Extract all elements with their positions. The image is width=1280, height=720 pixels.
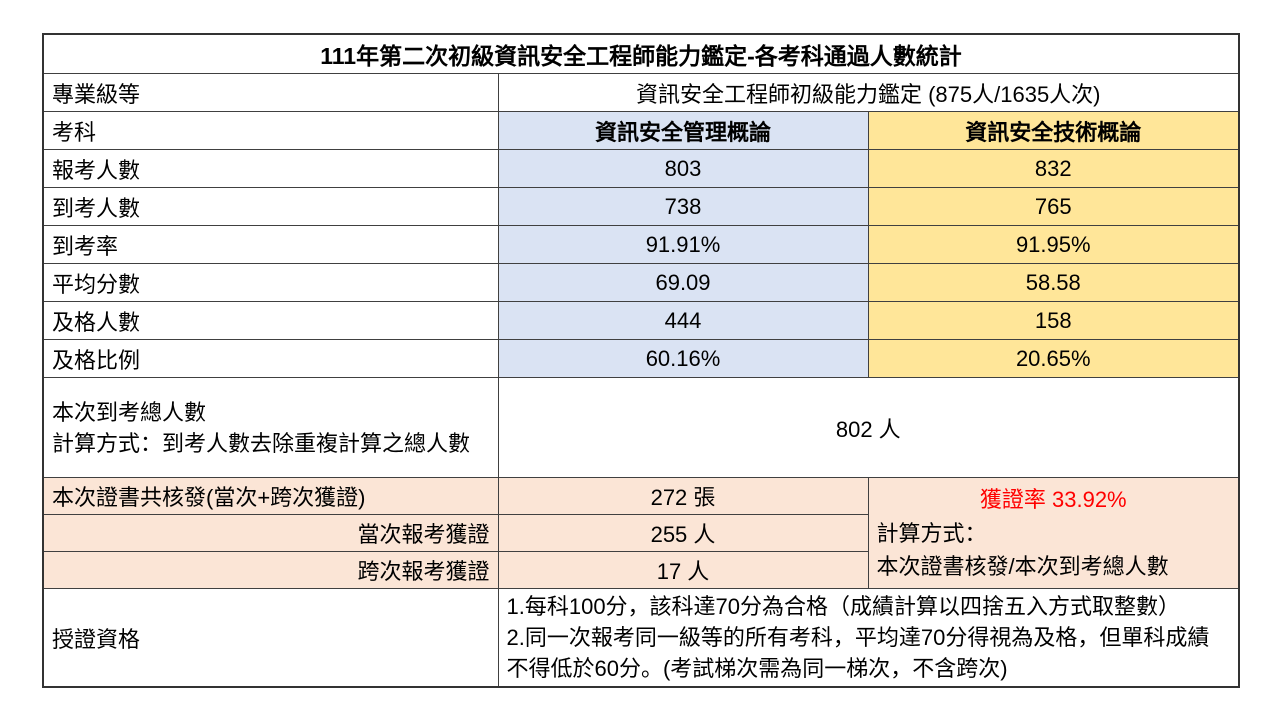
certification-rate-cell: 獲證率 33.92% 計算方式： 本次證書核發/本次到考總人數 xyxy=(867,477,1240,589)
certification-rate-calc-label: 計算方式： xyxy=(876,521,987,546)
total-attended-value: 802 人 xyxy=(497,377,1240,478)
table-row: 專業級等 資訊安全工程師初級能力鑑定 (875人/1635人次) xyxy=(42,73,1240,112)
table-row: 當次報考獲證 255 人 xyxy=(42,514,1239,552)
table-row: 本次到考總人數 計算方式：到考人數去除重複計算之總人數 802 人 xyxy=(42,377,1240,478)
total-attended-label: 本次到考總人數 計算方式：到考人數去除重複計算之總人數 xyxy=(42,377,499,478)
table-title: 111年第二次初級資訊安全工程師能力鑑定-各考科通過人數統計 xyxy=(42,33,1240,74)
pass-ratio-technical: 20.65% xyxy=(867,339,1240,378)
cross-session-cert-label: 跨次報考獲證 xyxy=(42,551,499,589)
pass-ratio-label: 及格比例 xyxy=(42,339,499,378)
table-row: 授證資格 1.每科100分，該科達70分為合格（成績計算以四捨五入方式取整數） … xyxy=(42,588,1240,688)
pass-ratio-management: 60.16% xyxy=(497,339,869,378)
attendance-rate-technical: 91.95% xyxy=(867,225,1240,264)
table-row: 報考人數 803 832 xyxy=(42,149,1240,188)
qualification-label: 授證資格 xyxy=(42,588,499,688)
level-value: 資訊安全工程師初級能力鑑定 (875人/1635人次) xyxy=(497,73,1240,112)
total-attended-label-line2: 計算方式：到考人數去除重複計算之總人數 xyxy=(52,430,471,456)
certificates-issued-label: 本次證書共核發(當次+跨次獲證) xyxy=(42,477,499,515)
qualification-rule-1: 1.每科100分，該科達70分為合格（成績計算以四捨五入方式取整數） xyxy=(506,594,1181,619)
table-row: 跨次報考獲證 17 人 xyxy=(42,551,1239,589)
average-score-technical: 58.58 xyxy=(867,263,1240,302)
registered-count-label: 報考人數 xyxy=(42,149,499,188)
current-session-cert-label: 當次報考獲證 xyxy=(42,514,499,552)
cross-session-cert-value: 17 人 xyxy=(497,551,869,589)
subject-technical-header: 資訊安全技術概論 xyxy=(867,111,1240,150)
average-score-label: 平均分數 xyxy=(42,263,499,302)
subject-management-header: 資訊安全管理概論 xyxy=(497,111,869,150)
certification-statistics-table: 111年第二次初級資訊安全工程師能力鑑定-各考科通過人數統計 專業級等 資訊安全… xyxy=(42,33,1241,688)
passed-count-label: 及格人數 xyxy=(42,301,499,340)
table-row: 111年第二次初級資訊安全工程師能力鑑定-各考科通過人數統計 xyxy=(42,33,1240,74)
qualification-rules: 1.每科100分，該科達70分為合格（成績計算以四捨五入方式取整數） 2.同一次… xyxy=(497,588,1240,688)
certification-rate-calc-formula: 本次證書核發/本次到考總人數 xyxy=(876,554,1169,579)
current-session-cert-value: 255 人 xyxy=(497,514,869,552)
registered-count-management: 803 xyxy=(497,149,869,188)
level-label: 專業級等 xyxy=(42,73,499,112)
attended-count-management: 738 xyxy=(497,187,869,226)
table-row: 及格比例 60.16% 20.65% xyxy=(42,339,1240,378)
attendance-rate-management: 91.91% xyxy=(497,225,869,264)
certificates-issued-value: 272 張 xyxy=(497,477,869,515)
passed-count-technical: 158 xyxy=(867,301,1240,340)
registered-count-technical: 832 xyxy=(867,149,1240,188)
table-row: 到考人數 738 765 xyxy=(42,187,1240,226)
table-row: 平均分數 69.09 58.58 xyxy=(42,263,1240,302)
qualification-rule-2: 2.同一次報考同一級等的所有考科，平均達70分得視為及格，但單科成績不得低於60… xyxy=(506,625,1210,681)
table-row: 到考率 91.91% 91.95% xyxy=(42,225,1240,264)
table-row: 考科 資訊安全管理概論 資訊安全技術概論 xyxy=(42,111,1240,150)
attended-count-technical: 765 xyxy=(867,187,1240,226)
attended-count-label: 到考人數 xyxy=(42,187,499,226)
attendance-rate-label: 到考率 xyxy=(42,225,499,264)
subject-label: 考科 xyxy=(42,111,499,150)
average-score-management: 69.09 xyxy=(497,263,869,302)
passed-count-management: 444 xyxy=(497,301,869,340)
total-attended-label-line1: 本次到考總人數 xyxy=(52,399,207,425)
certification-rate-value: 獲證率 33.92% xyxy=(979,487,1127,512)
table-row: 本次證書共核發(當次+跨次獲證) 272 張 獲證率 33.92% 計算方式： … xyxy=(42,477,1240,589)
table-row: 及格人數 444 158 xyxy=(42,301,1240,340)
